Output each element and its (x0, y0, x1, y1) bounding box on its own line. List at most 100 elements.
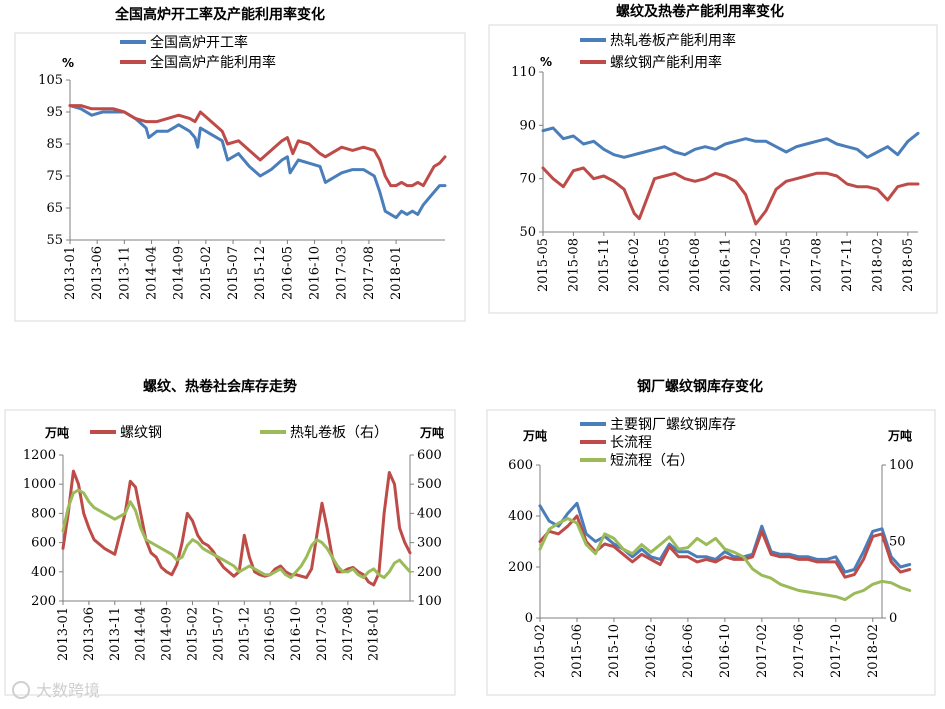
legend-label: 全国高炉产能利用率 (150, 54, 276, 71)
legend-label: 螺纹钢 (120, 425, 162, 441)
x-tick-label: 2018-01 (367, 607, 382, 661)
legend-label: 主要钢厂螺纹钢库存 (610, 417, 736, 433)
x-tick-label: 2017-03 (315, 607, 330, 661)
x-tick-label: 2013-06 (82, 607, 97, 661)
chart-title: 钢厂螺纹钢库存变化 (637, 378, 763, 395)
x-tick-label: 2013-11 (108, 607, 123, 661)
y-tick-label: 200 (508, 560, 533, 575)
series-line-1 (541, 126, 920, 159)
legend-label: 全国高炉开工率 (150, 34, 248, 51)
legend-label: 螺纹钢产能利用率 (610, 54, 722, 71)
y-right-tick-label: 50 (889, 535, 906, 550)
y-tick-label: 1200 (23, 448, 56, 463)
series-line-2 (541, 166, 920, 226)
legend-label: 长流程 (610, 435, 652, 451)
x-tick-label: 2018-05 (901, 238, 916, 292)
y-tick-label: 65 (46, 201, 63, 216)
legend-label: 短流程（右） (610, 453, 694, 469)
x-tick-label: 2017-05 (779, 238, 794, 292)
x-tick-label: 2014-09 (160, 607, 175, 661)
y-unit-right: 万吨 (887, 428, 912, 443)
legend-label: 热轧卷板（右） (290, 425, 388, 441)
x-tick-label: 2016-02 (627, 238, 642, 292)
chart-title: 螺纹、热卷社会库存走势 (143, 378, 297, 395)
chart-frame (4, 409, 456, 696)
x-tick-label: 2017-02 (749, 238, 764, 292)
y-right-tick-label: 300 (417, 536, 442, 551)
legend-label: 热轧卷板产能利用率 (610, 32, 736, 49)
x-tick-label: 2015-07 (211, 607, 226, 661)
y-tick-label: 400 (508, 509, 533, 524)
series-line-2 (61, 488, 412, 580)
x-tick-label: 2016-11 (718, 238, 733, 292)
x-tick-label: 2017-11 (840, 238, 855, 292)
x-tick-label: 2016-02 (644, 624, 659, 678)
y-tick-label: 110 (511, 65, 536, 80)
x-tick-label: 2013-06 (90, 246, 105, 300)
y-right-tick-label: 0 (889, 611, 897, 626)
y-tick-label: 800 (31, 506, 56, 521)
y-tick-label: 70 (519, 172, 536, 187)
x-tick-label: 2016-06 (681, 624, 696, 678)
x-tick-label: 2013-01 (56, 607, 71, 661)
x-tick-label: 2015-07 (226, 246, 241, 300)
x-tick-label: 2015-06 (570, 624, 585, 678)
x-tick-label: 2014-04 (134, 607, 149, 661)
y-tick-label: 1000 (23, 477, 56, 492)
y-tick-label: 400 (31, 565, 56, 580)
chart-frame (14, 32, 466, 322)
y-right-tick-label: 500 (417, 477, 442, 492)
y-tick-label: 200 (31, 594, 56, 609)
watermark-text: 大数跨境 (36, 681, 100, 700)
y-tick-label: 95 (46, 105, 63, 120)
series-line-2 (538, 514, 912, 579)
y-tick-label: 105 (38, 73, 63, 88)
y-right-tick-label: 600 (417, 448, 442, 463)
x-tick-label: 2015-12 (253, 246, 268, 300)
y-unit-right: 万吨 (419, 425, 444, 440)
x-tick-label: 2015-02 (533, 624, 548, 678)
series-line-1 (68, 104, 447, 220)
x-tick-label: 2014-09 (172, 246, 187, 300)
chart-frame (486, 409, 936, 696)
x-tick-label: 2015-12 (237, 607, 252, 661)
x-tick-label: 2015-11 (597, 238, 612, 292)
x-tick-label: 2016-05 (658, 238, 673, 292)
y-tick-label: 600 (31, 536, 56, 551)
chart-1: 全国高炉开工率及产能利用率变化 55 65 75 85 95 105 2013-01 2013-… (14, 6, 466, 322)
x-tick-label: 2017-03 (335, 246, 350, 300)
y-unit-left: 万吨 (522, 428, 547, 443)
y-unit-left: % (62, 56, 74, 70)
x-tick-label: 2016-05 (280, 246, 295, 300)
y-unit-left: % (540, 55, 552, 69)
chart-title: 螺纹及热卷产能利用率变化 (616, 3, 784, 20)
x-tick-label: 2015-10 (607, 624, 622, 678)
x-tick-label: 2015-05 (536, 238, 551, 292)
y-right-tick-label: 200 (417, 565, 442, 580)
y-tick-label: 55 (46, 233, 63, 248)
y-tick-label: 85 (46, 137, 63, 152)
x-tick-label: 2015-08 (566, 238, 581, 292)
y-tick-label: 0 (525, 611, 533, 626)
x-tick-label: 2016-08 (688, 238, 703, 292)
chart-3: 螺纹、热卷社会库存走势 200 400 600 800 1000 1200 100 200 300… (4, 378, 456, 696)
x-tick-label: 2017-08 (362, 246, 377, 300)
chart-2: 螺纹及热卷产能利用率变化 50 70 90 110 2015-05 2015-08 2015-… (488, 3, 938, 314)
x-tick-label: 2017-10 (829, 624, 844, 678)
x-tick-label: 2017-06 (792, 624, 807, 678)
y-tick-label: 50 (519, 225, 536, 240)
x-tick-label: 2015-02 (185, 607, 200, 661)
x-tick-label: 2016-10 (718, 624, 733, 678)
y-tick-label: 90 (519, 118, 536, 133)
x-tick-label: 2016-10 (308, 246, 323, 300)
chart-4: 钢厂螺纹钢库存变化 0 200 400 600 0 50 100 2015-02 2015-06 2… (486, 378, 936, 696)
series-line-2 (68, 104, 447, 188)
x-tick-label: 2013-01 (63, 246, 78, 300)
x-tick-label: 2018-02 (870, 238, 885, 292)
y-tick-label: 75 (46, 169, 63, 184)
x-tick-label: 2017-08 (341, 607, 356, 661)
x-tick-label: 2013-11 (117, 246, 132, 300)
x-tick-label: 2016-05 (263, 607, 278, 661)
chart-title: 全国高炉开工率及产能利用率变化 (114, 6, 325, 23)
y-right-tick-label: 100 (889, 458, 914, 473)
